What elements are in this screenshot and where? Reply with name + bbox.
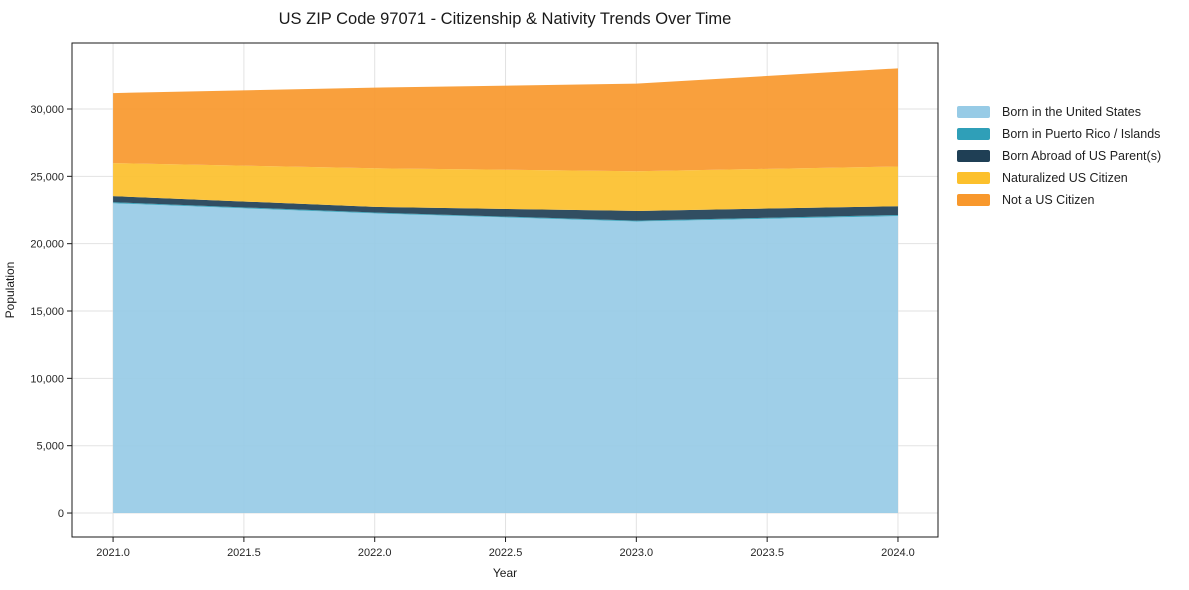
area-naturalized-us-citizen xyxy=(113,163,898,211)
x-tick-label: 2022.5 xyxy=(489,547,523,559)
y-tick-label: 0 xyxy=(58,508,64,520)
legend-label: Born in the United States xyxy=(1002,105,1141,119)
legend-item-naturalized-us-citizen: Naturalized US Citizen xyxy=(957,167,1161,189)
x-tick-label: 2022.0 xyxy=(358,547,392,559)
y-tick-label: 25,000 xyxy=(30,171,64,183)
legend-item-born-abroad-of-us-parents: Born Abroad of US Parent(s) xyxy=(957,145,1161,167)
y-tick-label: 20,000 xyxy=(30,239,64,251)
legend-label: Naturalized US Citizen xyxy=(1002,171,1128,185)
legend-item-born-in-puerto-rico-islands: Born in Puerto Rico / Islands xyxy=(957,123,1161,145)
legend-label: Not a US Citizen xyxy=(1002,193,1095,207)
x-tick-label: 2023.0 xyxy=(620,547,654,559)
chart-title: US ZIP Code 97071 - Citizenship & Nativi… xyxy=(279,10,732,28)
legend-item-born-in-the-united-states: Born in the United States xyxy=(957,101,1161,123)
y-tick-label: 15,000 xyxy=(30,306,64,318)
x-tick-label: 2023.5 xyxy=(750,547,784,559)
legend-swatch-not-a-us-citizen xyxy=(957,194,990,206)
ticks-layer: 2021.0 2021.5 2022.0 2022.5 2023.0 2023.5 2024… xyxy=(30,104,914,559)
x-axis-title: Year xyxy=(493,566,517,580)
y-tick-label: 5,000 xyxy=(36,441,64,453)
area-born-abroad-of-us-parent-s xyxy=(113,196,898,221)
x-tick-label: 2024.0 xyxy=(881,547,915,559)
area-not-a-us-citizen xyxy=(113,68,898,172)
x-tick-label: 2021.0 xyxy=(96,547,130,559)
legend-item-not-a-us-citizen: Not a US Citizen xyxy=(957,189,1161,211)
plot-frame xyxy=(71,42,939,538)
x-tick-label: 2021.5 xyxy=(227,547,261,559)
y-tick-label: 10,000 xyxy=(30,373,64,385)
legend: Born in the United States Born in Puerto… xyxy=(957,101,1161,211)
area-born-in-the-united-states xyxy=(113,203,898,514)
legend-label: Born in Puerto Rico / Islands xyxy=(1002,127,1161,141)
legend-swatch-born-abroad-of-us-parents xyxy=(957,150,990,162)
areas-layer xyxy=(113,68,898,514)
legend-label: Born Abroad of US Parent(s) xyxy=(1002,149,1162,163)
legend-swatch-naturalized-us-citizen xyxy=(957,172,990,184)
y-axis-title: Population xyxy=(3,262,17,319)
legend-swatch-born-in-puerto-rico-islands xyxy=(957,128,990,140)
y-tick-label: 30,000 xyxy=(30,104,64,116)
legend-swatch-born-in-the-united-states xyxy=(957,106,990,118)
